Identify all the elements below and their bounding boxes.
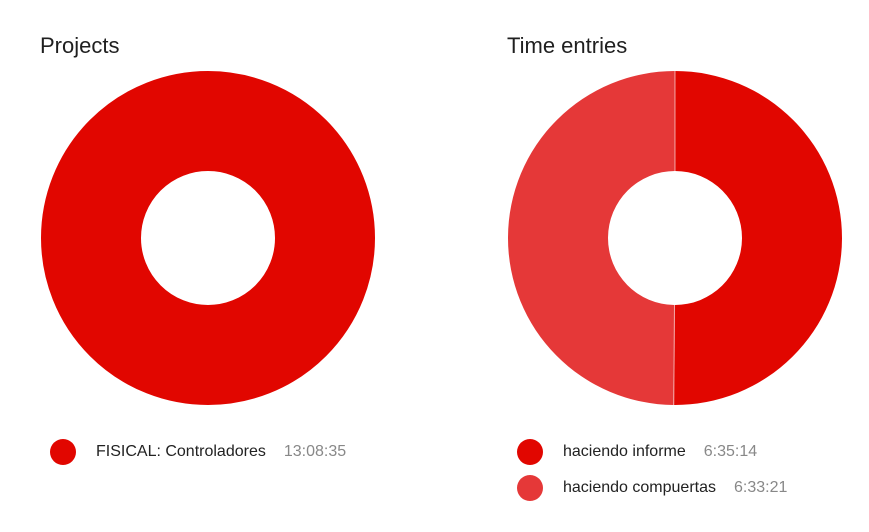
time-entries-title: Time entries xyxy=(507,33,628,58)
legend-duration: 13:08:35 xyxy=(283,443,347,460)
donut-slice-fisical-controladores[interactable] xyxy=(41,71,375,405)
legend-label: FISICAL: Controladores xyxy=(96,443,266,460)
legend-item-fisical-controladores: FISICAL: Controladores 13:08:35 xyxy=(50,434,346,470)
projects-title: Projects xyxy=(40,33,120,58)
legend-duration: 6:35:14 xyxy=(703,443,758,460)
legend-swatch-icon xyxy=(517,475,543,501)
donut-slice-haciendo-informe[interactable] xyxy=(673,71,842,405)
time-entries-panel: Time entries haciendo informe 6:35:14 haci… xyxy=(507,0,869,532)
legend-label: haciendo compuertas xyxy=(563,479,716,496)
legend-label: haciendo informe xyxy=(563,443,686,460)
time-entries-donut-chart xyxy=(507,70,842,405)
projects-legend: FISICAL: Controladores 13:08:35 xyxy=(50,434,346,470)
legend-swatch-icon xyxy=(50,439,76,465)
projects-panel: Projects FISICAL: Controladores 13:08:35 xyxy=(40,0,460,532)
legend-item-haciendo-informe: haciendo informe 6:35:14 xyxy=(517,434,787,470)
time-entries-legend: haciendo informe 6:35:14 haciendo compuert… xyxy=(517,434,787,506)
legend-swatch-icon xyxy=(517,439,543,465)
projects-donut-chart xyxy=(41,71,375,405)
legend-item-haciendo-compuertas: haciendo compuertas 6:33:21 xyxy=(517,470,787,506)
legend-duration: 6:33:21 xyxy=(733,479,788,496)
donut-slice-haciendo-compuertas[interactable] xyxy=(507,70,675,405)
slice-separator xyxy=(673,304,675,405)
